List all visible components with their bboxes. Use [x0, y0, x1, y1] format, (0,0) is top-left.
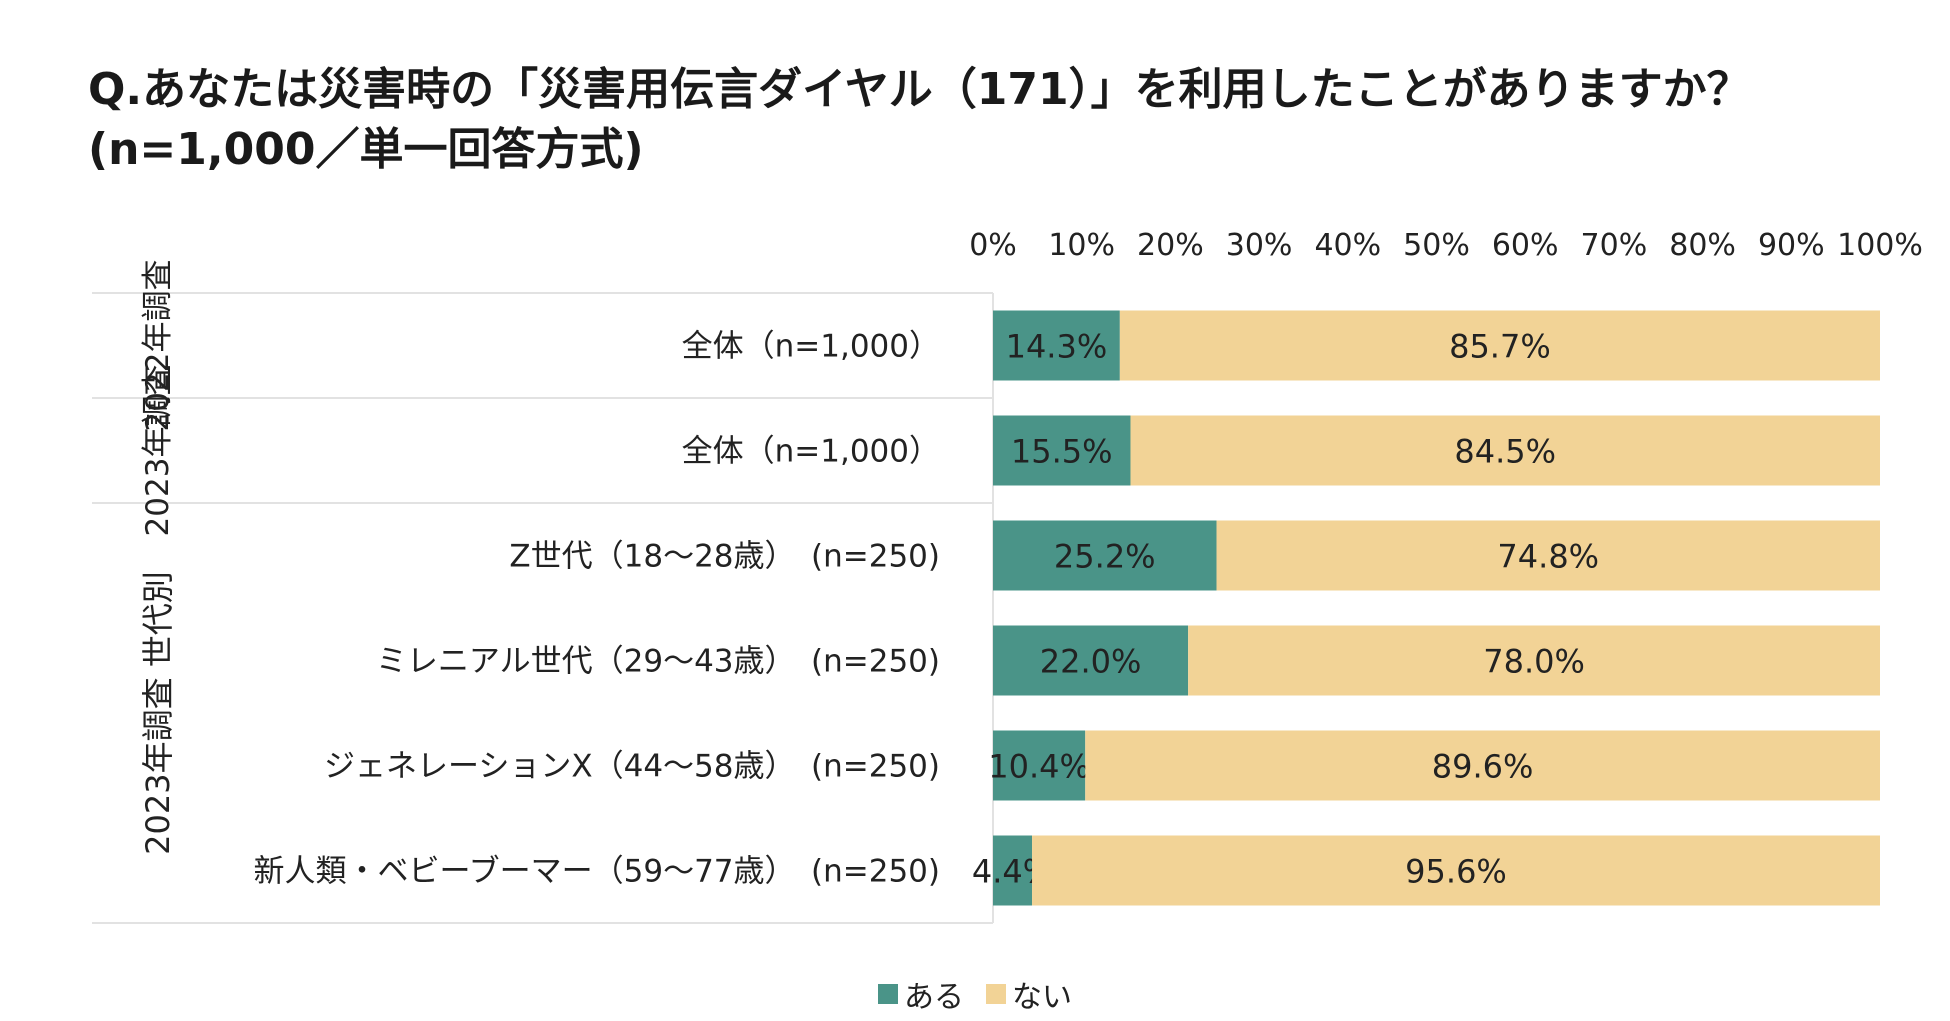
bar-nai [1188, 625, 1880, 696]
bar-aru [993, 520, 1217, 591]
data-label-aru: 22.0% [1040, 643, 1142, 681]
data-label-nai: 85.7% [1449, 328, 1551, 366]
group-label: 2023年調査 世代別 [139, 571, 177, 855]
legend-swatch-nai [986, 984, 1006, 1004]
x-tick-label: 0% [969, 228, 1017, 263]
bar-aru [993, 835, 1033, 906]
data-label-nai: 78.0% [1483, 643, 1585, 681]
bar-nai [1216, 520, 1880, 591]
x-tick-label: 70% [1581, 228, 1648, 263]
legend-label-aru: ある [904, 980, 964, 1015]
bar-aru [993, 310, 1120, 381]
x-tick-label: 100% [1837, 228, 1923, 263]
group-label: 2023年調査 [140, 365, 176, 537]
category-label: Z世代（18～28歳） (n=250) [509, 539, 940, 575]
bar-nai [1032, 835, 1880, 906]
bar-nai [1119, 310, 1880, 381]
stacked-bar-chart: 0% 10% 20% 30% 40% 50% 60% 70% 80% 90% 100% 2022年調査… [92, 228, 1923, 924]
data-label-aru: 15.5% [1011, 433, 1113, 471]
data-label-nai: 74.8% [1497, 538, 1599, 576]
legend: ある ない [0, 972, 1950, 1016]
data-label-nai: 95.6% [1405, 853, 1507, 891]
x-tick-label: 10% [1048, 228, 1115, 263]
data-label-aru: 10.4% [988, 748, 1090, 786]
chart-title-line2: (n=1,000／単一回答方式) [88, 124, 644, 175]
chart-title-line1: Q.あなたは災害時の「災害用伝言ダイヤル（171）」を利用したことがありますか？ [88, 64, 1751, 115]
bar-nai [1085, 730, 1880, 801]
category-label: ジェネレーションX（44～58歳） (n=250) [324, 749, 940, 785]
legend-item-aru: ある [878, 972, 964, 1016]
x-tick-label: 50% [1403, 228, 1470, 263]
x-tick-label: 20% [1137, 228, 1204, 263]
legend-item-nai: ない [986, 972, 1072, 1016]
data-label-aru: 25.2% [1054, 538, 1156, 576]
group-label: 2022年調査 [140, 260, 176, 432]
bar-aru [993, 730, 1086, 801]
x-tick-label: 40% [1314, 228, 1381, 263]
x-tick-label: 30% [1226, 228, 1293, 263]
data-label-nai: 89.6% [1432, 748, 1534, 786]
category-label: 全体（n=1,000） [682, 329, 940, 365]
legend-swatch-aru [878, 984, 898, 1004]
bar-nai [1130, 415, 1880, 486]
category-label: 新人類・ベビーブーマー（59～77歳） (n=250) [253, 854, 940, 890]
bar-aru [993, 625, 1189, 696]
x-tick-label: 90% [1758, 228, 1825, 263]
x-tick-label: 60% [1492, 228, 1559, 263]
legend-label-nai: ない [1012, 980, 1072, 1015]
bar-aru [993, 415, 1131, 486]
data-label-nai: 84.5% [1454, 433, 1556, 471]
data-label-aru: 14.3% [1006, 328, 1108, 366]
x-tick-label: 80% [1669, 228, 1736, 263]
chart-title: Q.あなたは災害時の「災害用伝言ダイヤル（171）」を利用したことがありますか？… [88, 60, 1888, 180]
category-label: 全体（n=1,000） [682, 434, 940, 470]
category-label: ミレニアル世代（29～43歳） (n=250) [376, 644, 940, 680]
